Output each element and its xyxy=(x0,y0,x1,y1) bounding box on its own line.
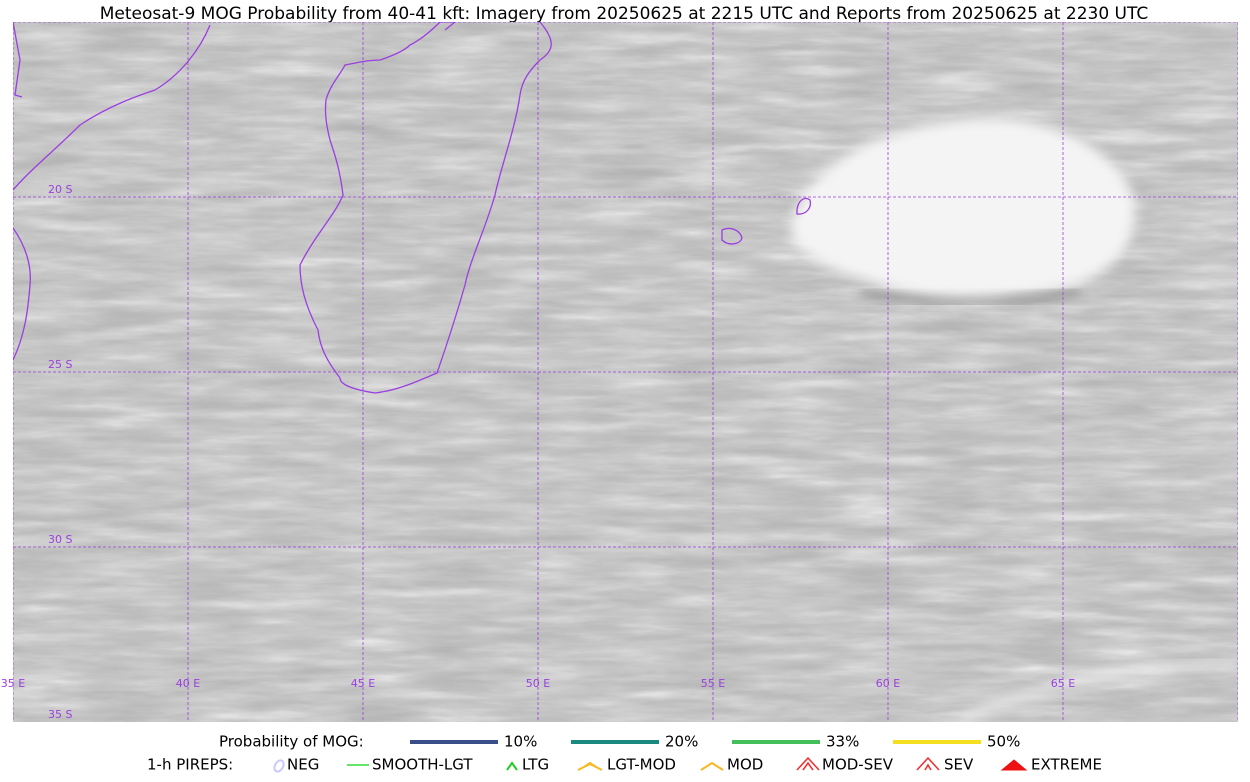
legend-label: 10% xyxy=(504,733,537,751)
lon-label: 50 E xyxy=(526,677,550,690)
legend-label: 20% xyxy=(665,733,698,751)
lon-label: 45 E xyxy=(351,677,375,690)
lat-label: 20 S xyxy=(48,183,72,196)
legend-label: 33% xyxy=(826,733,859,751)
pirep-label: EXTREME xyxy=(1031,756,1102,774)
lat-label: 35 S xyxy=(48,708,72,721)
lon-label: 65 E xyxy=(1051,677,1075,690)
legend-title: Probability of MOG: xyxy=(219,733,364,751)
madagascar xyxy=(299,22,521,394)
lon-label: 60 E xyxy=(876,677,900,690)
pirep-symbol xyxy=(796,756,820,771)
pirep-symbol xyxy=(700,761,724,771)
pirep-label: LGT-MOD xyxy=(607,756,676,774)
lat-label: 30 S xyxy=(48,533,72,546)
pirep-label: MOD-SEV xyxy=(822,756,894,774)
reunion xyxy=(721,227,743,245)
graticule xyxy=(13,22,1238,722)
pirep-symbol xyxy=(273,759,285,773)
title: Meteosat-9 MOG Probability from 40-41 kf… xyxy=(100,4,1149,24)
pirep-label: MOD xyxy=(727,756,763,774)
lat-label: 25 S xyxy=(48,358,72,371)
pirep-label: NEG xyxy=(287,756,319,774)
madagascar-north xyxy=(519,22,552,96)
lon-label: 35 E xyxy=(1,677,25,690)
legend: Probability of MOG: 1-h PIREPS: 10% 20% 33… xyxy=(147,733,1102,774)
pirep-label: SMOOTH-LGT xyxy=(372,756,473,774)
pireps-title: 1-h PIREPS: xyxy=(147,756,233,774)
map xyxy=(13,22,1238,722)
cloud-shadow xyxy=(859,287,1081,307)
pirep-symbol xyxy=(506,761,518,771)
africa-coast xyxy=(13,24,211,191)
africa-north xyxy=(13,22,23,98)
pirep-symbol xyxy=(916,756,940,771)
mozambique-coast xyxy=(13,227,31,361)
lon-label: 55 E xyxy=(701,677,725,690)
lon-label: 40 E xyxy=(176,677,200,690)
cloud xyxy=(790,118,1136,299)
pirep-symbol xyxy=(577,761,603,771)
cloud-band xyxy=(958,660,1238,722)
pirep-label: LTG xyxy=(522,756,549,774)
coastlines xyxy=(13,22,812,394)
legend-label: 50% xyxy=(987,733,1020,751)
pirep-label: SEV xyxy=(944,756,974,774)
pirep-symbol xyxy=(1000,759,1028,771)
mauritius xyxy=(796,197,812,215)
